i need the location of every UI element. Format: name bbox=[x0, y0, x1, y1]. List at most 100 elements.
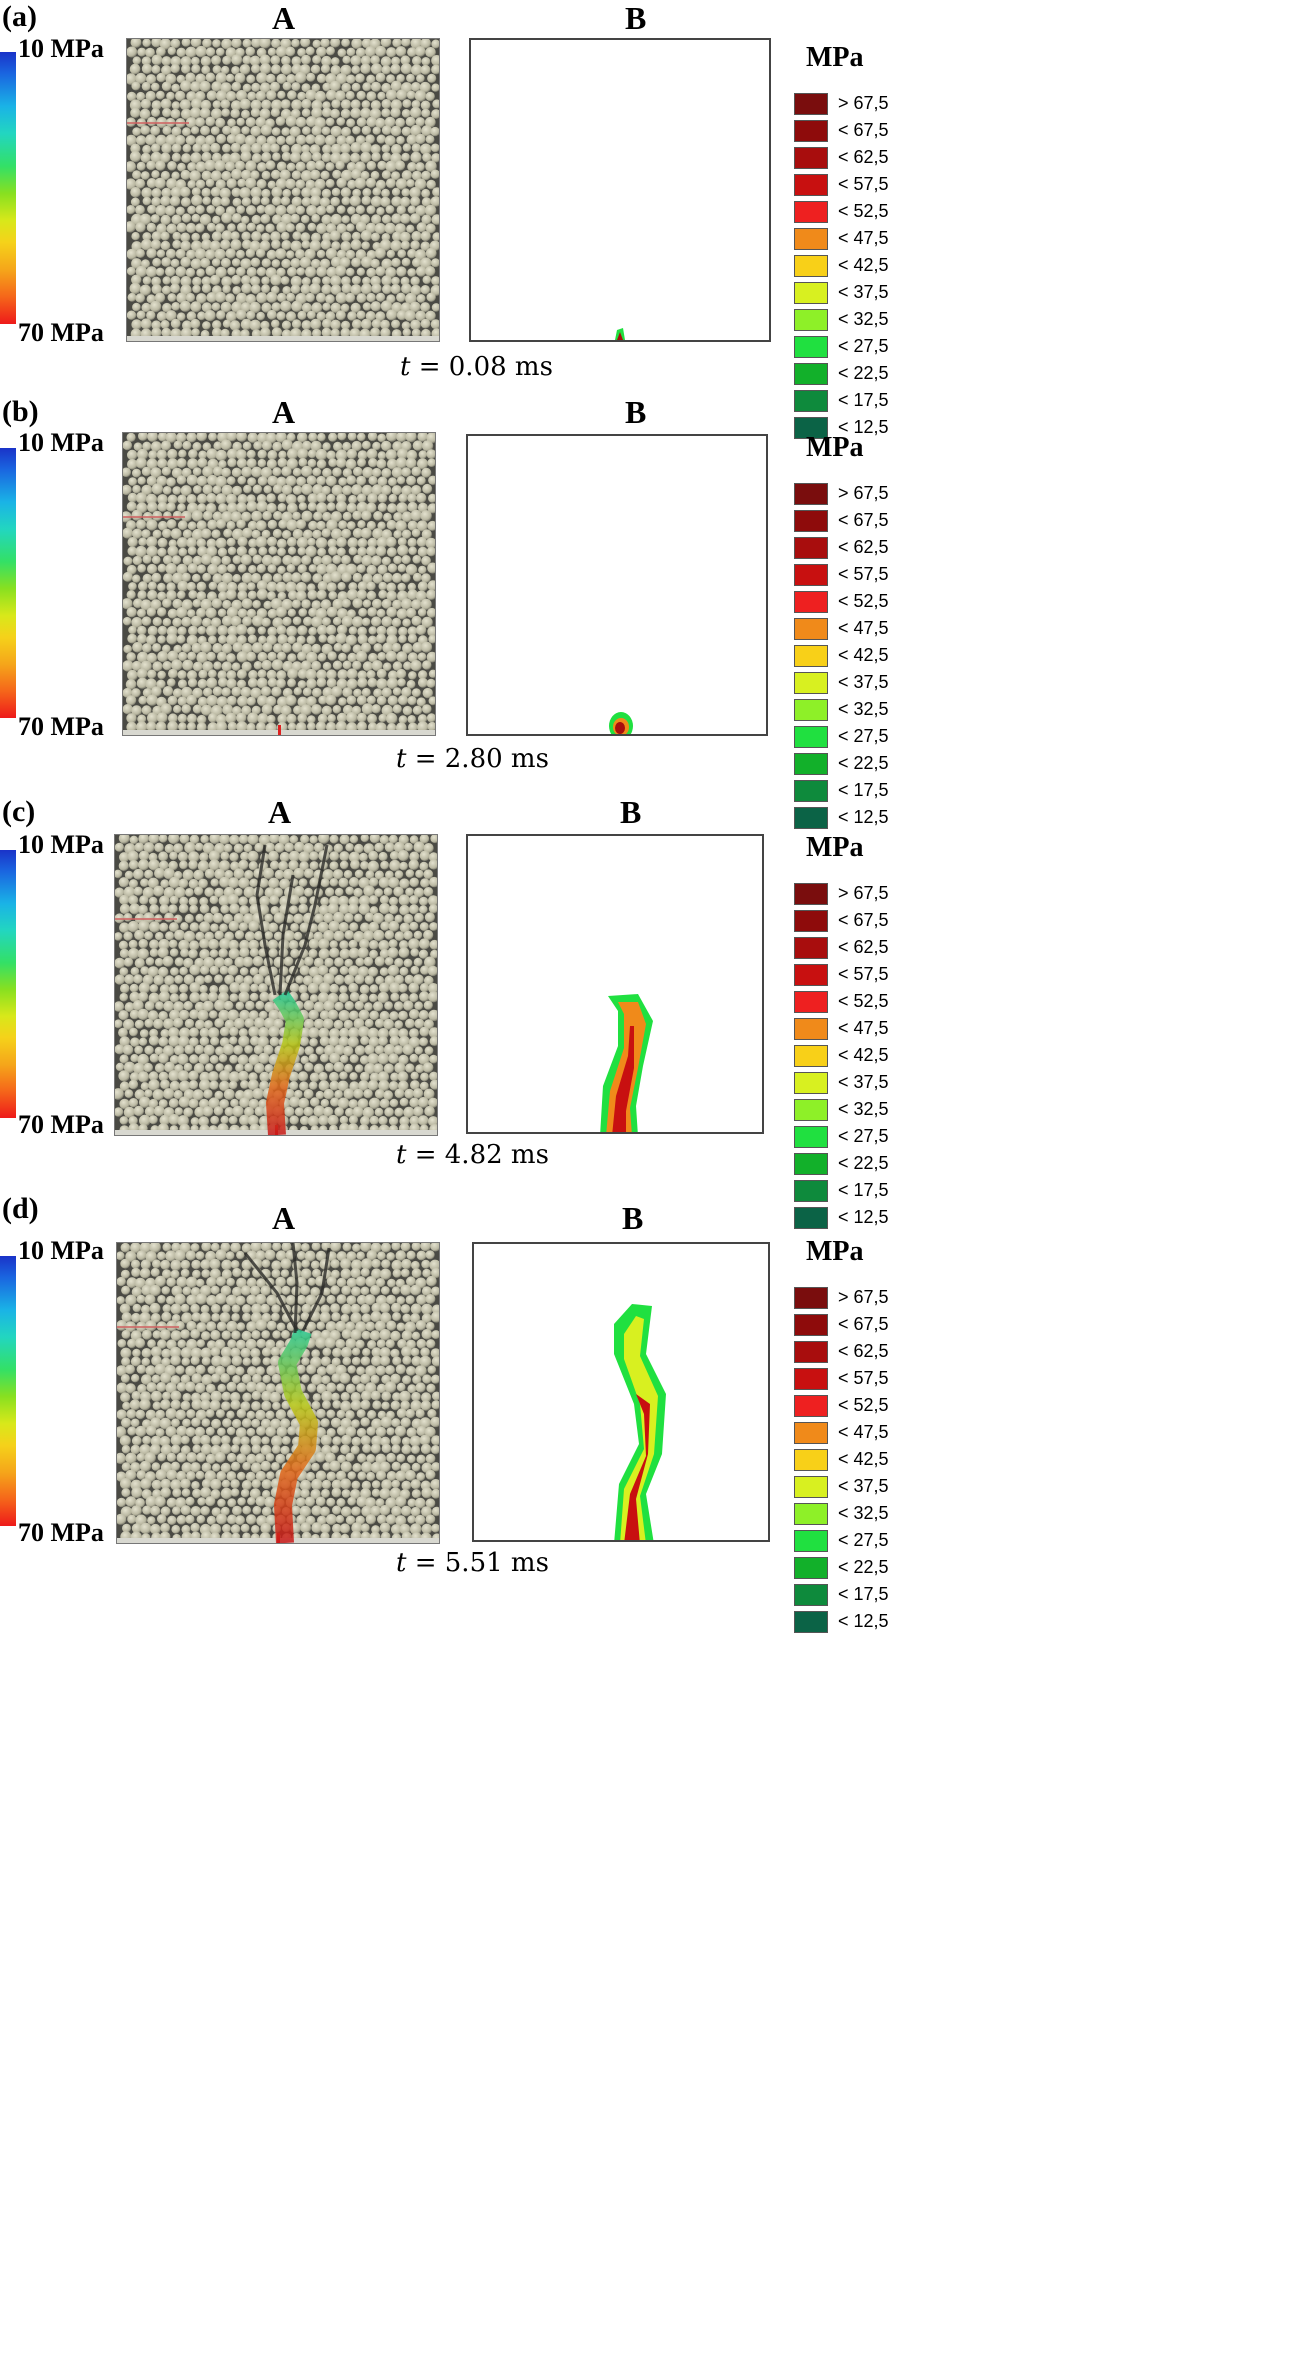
legend-entry: < 12,5 bbox=[794, 414, 889, 441]
legend-swatch bbox=[794, 1098, 828, 1121]
legend-label: < 47,5 bbox=[838, 618, 889, 638]
legend-label: < 22,5 bbox=[838, 1557, 889, 1577]
time-value: = 0.08 ms bbox=[418, 352, 553, 382]
legend-swatch bbox=[794, 1206, 828, 1229]
panel-c: (c) A B 10 MPa 70 MPa t = 4.82 ms MPa > 6… bbox=[0, 794, 889, 1229]
legend-entry: < 42,5 bbox=[794, 642, 889, 669]
legend-swatch bbox=[794, 617, 828, 640]
panel-tag: (d) bbox=[2, 1192, 39, 1225]
legend-swatch bbox=[794, 1475, 828, 1498]
legend-label: < 67,5 bbox=[838, 910, 889, 930]
panel-tag: (c) bbox=[2, 795, 36, 828]
legend-entry: < 12,5 bbox=[794, 1204, 889, 1231]
legend-label: < 57,5 bbox=[838, 964, 889, 984]
legend-entry: < 62,5 bbox=[794, 144, 889, 171]
time-variable: t bbox=[400, 352, 411, 382]
column-label-b: B bbox=[622, 1200, 644, 1236]
panel-a: (a) A B 10 MPa 70 MPa t = 0.08 ms MPa > 6… bbox=[0, 0, 1313, 439]
legend-entry: < 12,5 bbox=[794, 804, 889, 831]
legend-swatch bbox=[794, 990, 828, 1013]
legend-entry: < 42,5 bbox=[794, 1446, 889, 1473]
legend-label: < 67,5 bbox=[838, 120, 889, 140]
legend-label: < 27,5 bbox=[838, 1530, 889, 1550]
legend-swatch bbox=[794, 1125, 828, 1148]
legend-swatch bbox=[794, 281, 828, 304]
legend-entry: < 52,5 bbox=[794, 198, 889, 225]
legend-swatch bbox=[794, 335, 828, 358]
legend-swatch bbox=[794, 590, 828, 613]
legend-entry: < 27,5 bbox=[794, 1527, 889, 1554]
legend-entry: < 27,5 bbox=[794, 723, 889, 750]
legend-label: < 62,5 bbox=[838, 147, 889, 167]
legend-label: < 12,5 bbox=[838, 1611, 889, 1631]
legend-label: < 37,5 bbox=[838, 1072, 889, 1092]
legend-swatch bbox=[794, 1071, 828, 1094]
legend-entry: < 57,5 bbox=[794, 961, 889, 988]
legend-swatch bbox=[794, 146, 828, 169]
legend-label: < 42,5 bbox=[838, 255, 889, 275]
legend-swatch bbox=[794, 227, 828, 250]
stress-legend: MPa > 67,5 < 67,5 < 62,5 < 57,5 < 52,5 < 47,5 <… bbox=[794, 42, 889, 441]
column-label-a: A bbox=[268, 794, 292, 830]
legend-label: < 47,5 bbox=[838, 228, 889, 248]
column-label-b: B bbox=[625, 0, 647, 36]
particle-assembly bbox=[127, 39, 439, 341]
legend-label: < 62,5 bbox=[838, 537, 889, 557]
legend-entry: > 67,5 bbox=[794, 880, 889, 907]
legend-entry: < 17,5 bbox=[794, 777, 889, 804]
legend-swatch bbox=[794, 1017, 828, 1040]
stress-colorbar bbox=[0, 1256, 16, 1526]
legend-entry: < 42,5 bbox=[794, 252, 889, 279]
legend-entry: < 62,5 bbox=[794, 1338, 889, 1365]
legend-label: < 27,5 bbox=[838, 336, 889, 356]
legend-swatch bbox=[794, 173, 828, 196]
legend-entry: < 32,5 bbox=[794, 696, 889, 723]
legend-entry: < 17,5 bbox=[794, 387, 889, 414]
legend-swatch bbox=[794, 752, 828, 775]
legend-swatch bbox=[794, 725, 828, 748]
time-label: t = 4.82 ms bbox=[396, 1140, 549, 1170]
legend-label: < 42,5 bbox=[838, 1449, 889, 1469]
legend-label: < 32,5 bbox=[838, 1099, 889, 1119]
legend-label: > 67,5 bbox=[838, 883, 889, 903]
stress-colorbar bbox=[0, 52, 16, 324]
contour-shape bbox=[615, 328, 625, 340]
legend-swatch bbox=[794, 963, 828, 986]
legend-entry: < 22,5 bbox=[794, 360, 889, 387]
legend-entry: < 47,5 bbox=[794, 1419, 889, 1446]
legend-swatch bbox=[794, 119, 828, 142]
legend-entry: < 47,5 bbox=[794, 1015, 889, 1042]
legend-entry: < 57,5 bbox=[794, 171, 889, 198]
stress-contour-plot bbox=[472, 1242, 770, 1542]
legend-swatch bbox=[794, 536, 828, 559]
colorbar-top-label: 10 MPa bbox=[18, 428, 104, 457]
time-label: t = 0.08 ms bbox=[400, 352, 553, 382]
legend-swatch bbox=[794, 1179, 828, 1202]
legend-swatch bbox=[794, 1421, 828, 1444]
legend-entry: < 62,5 bbox=[794, 534, 889, 561]
legend-entry: < 27,5 bbox=[794, 1123, 889, 1150]
legend-entry: > 67,5 bbox=[794, 1284, 889, 1311]
stress-colorbar bbox=[0, 448, 16, 718]
legend-entry: < 67,5 bbox=[794, 117, 889, 144]
legend-label: > 67,5 bbox=[838, 1287, 889, 1307]
legend-entry: < 12,5 bbox=[794, 1608, 889, 1635]
legend-swatch bbox=[794, 1610, 828, 1633]
time-variable: t bbox=[396, 1548, 407, 1578]
particle-model-image bbox=[116, 1242, 440, 1544]
legend-label: < 27,5 bbox=[838, 726, 889, 746]
contour-shape bbox=[600, 994, 653, 1132]
legend-swatch bbox=[794, 1313, 828, 1336]
legend-swatch bbox=[794, 1502, 828, 1525]
contour-shape bbox=[609, 712, 633, 734]
legend-entry: > 67,5 bbox=[794, 480, 889, 507]
particle-model-image bbox=[126, 38, 440, 342]
legend-swatch bbox=[794, 1286, 828, 1309]
contour-shape bbox=[614, 1304, 666, 1540]
legend-label: < 52,5 bbox=[838, 1395, 889, 1415]
legend-label: < 17,5 bbox=[838, 780, 889, 800]
legend-label: < 17,5 bbox=[838, 1180, 889, 1200]
time-variable: t bbox=[396, 744, 407, 774]
column-label-a: A bbox=[272, 0, 296, 36]
legend-label: < 62,5 bbox=[838, 1341, 889, 1361]
